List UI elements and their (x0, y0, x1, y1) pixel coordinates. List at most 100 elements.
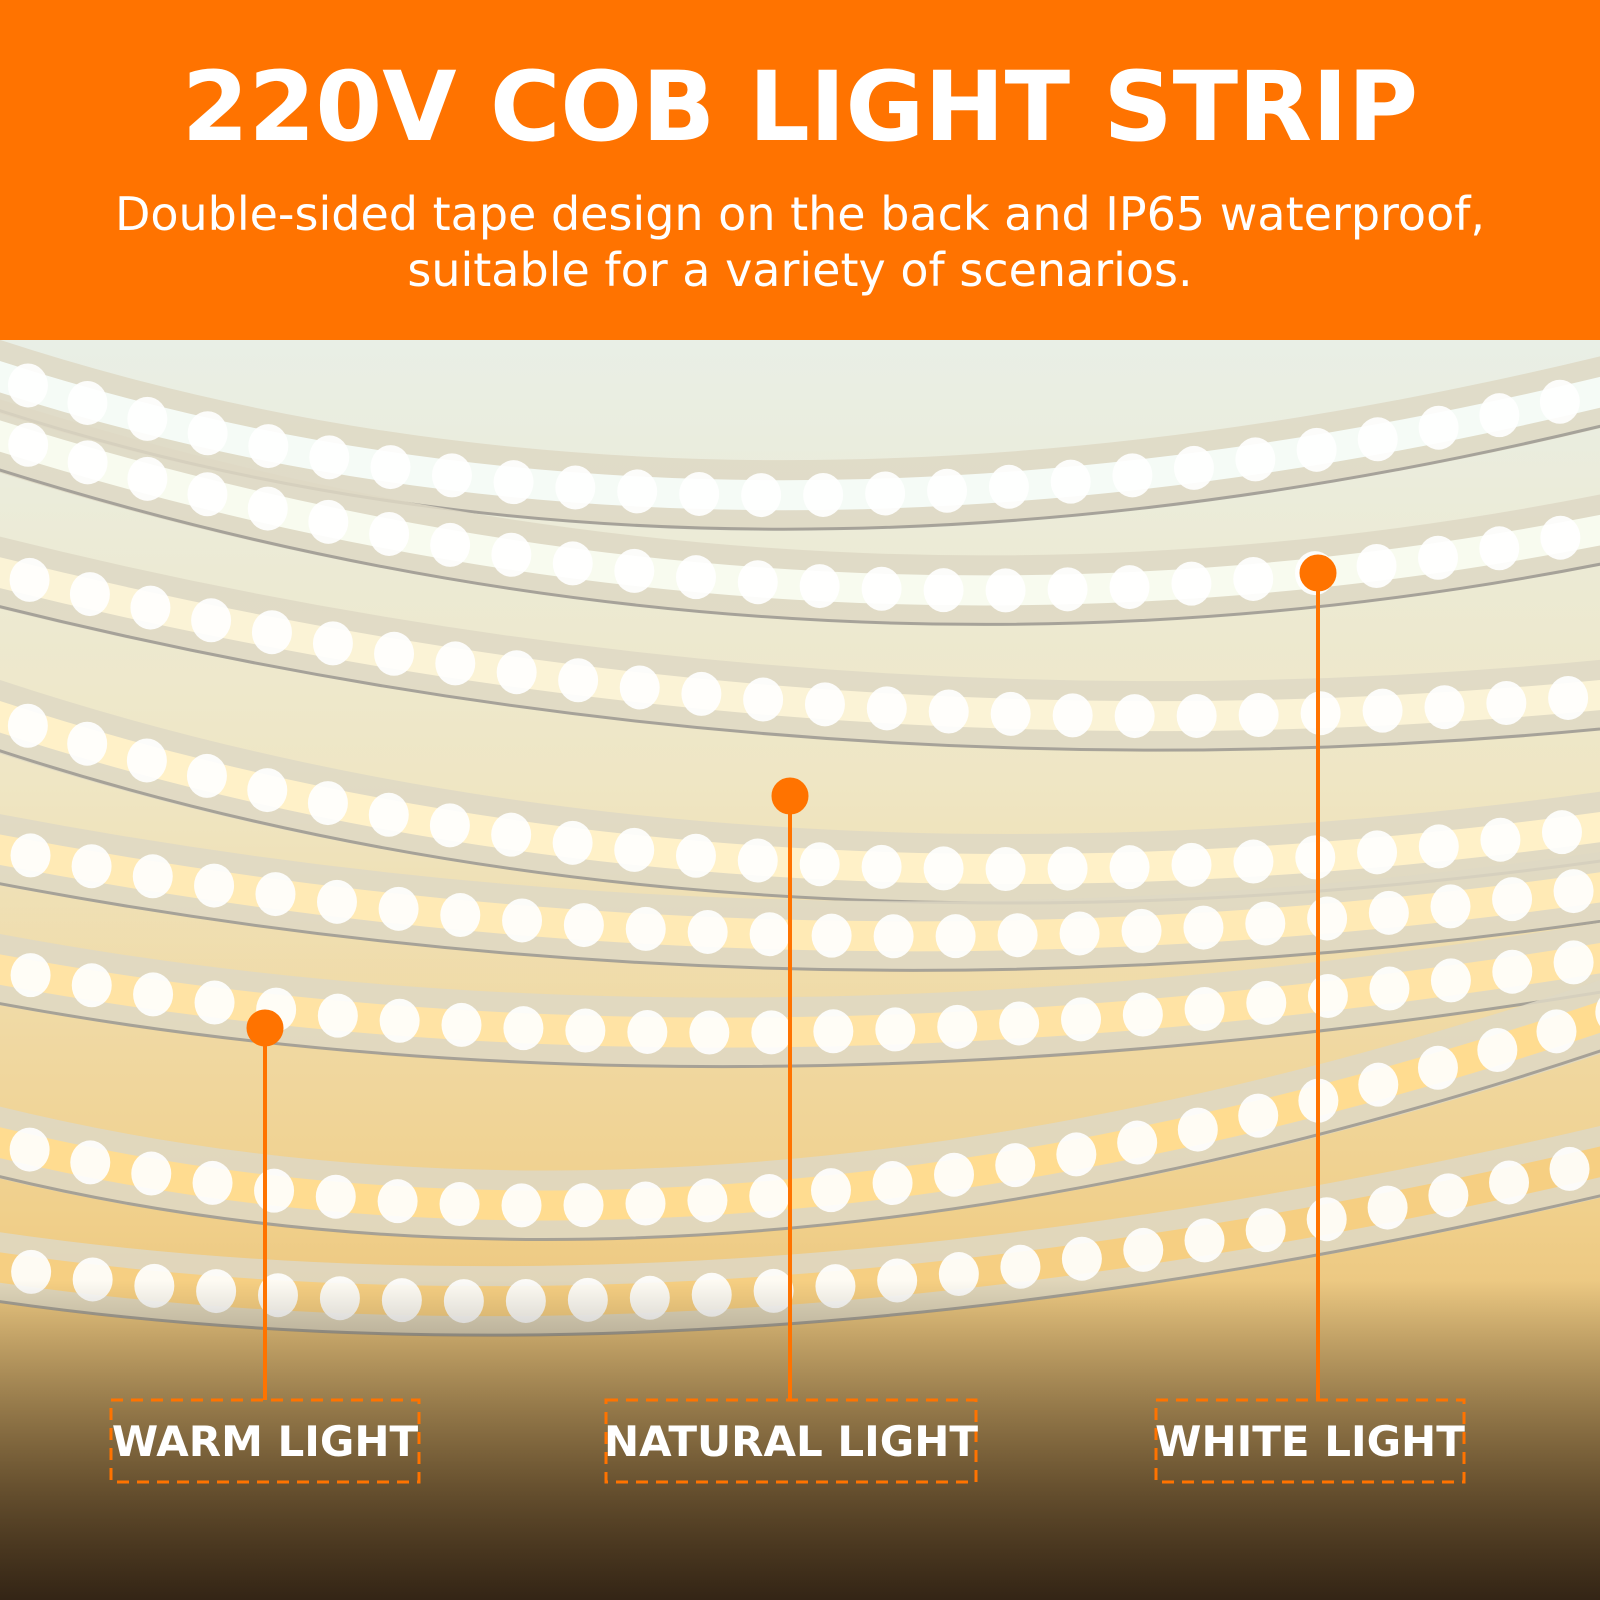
led (1424, 685, 1465, 730)
led (132, 854, 173, 899)
led (555, 465, 596, 510)
led (247, 768, 288, 813)
led (1595, 997, 1600, 1027)
led (1492, 949, 1533, 994)
led (1430, 884, 1471, 929)
led (552, 820, 593, 865)
led (675, 555, 716, 600)
led (625, 1181, 666, 1226)
header-band (0, 0, 1600, 340)
led (1059, 911, 1100, 956)
led (813, 1009, 854, 1054)
label: WHITE LIGHT (1155, 1417, 1465, 1466)
led (1109, 845, 1150, 890)
callouts (109, 554, 1466, 1484)
label-box (1154, 1398, 1466, 1484)
led (1050, 459, 1091, 504)
led (1246, 980, 1287, 1025)
led (491, 532, 532, 577)
led (737, 838, 778, 883)
led (370, 445, 411, 490)
led (861, 566, 902, 611)
label-box (109, 1398, 421, 1484)
led (1052, 693, 1093, 738)
callout-dot (246, 1009, 284, 1047)
led (308, 499, 349, 544)
led (1362, 688, 1403, 733)
led (186, 753, 227, 798)
label-box (604, 1398, 978, 1484)
led (1000, 1244, 1041, 1289)
led (681, 671, 722, 716)
led (861, 844, 902, 889)
led (1123, 1227, 1164, 1272)
led (872, 1161, 913, 1206)
led (811, 913, 852, 958)
led (1548, 675, 1589, 720)
led (999, 1001, 1040, 1046)
subtitle: suitable for a variety of scenarios. (407, 243, 1192, 297)
led (1477, 1028, 1518, 1073)
led (1479, 393, 1520, 438)
led (1117, 1120, 1158, 1165)
led (71, 963, 112, 1008)
led (1235, 437, 1276, 482)
led (251, 610, 292, 655)
led (429, 803, 470, 848)
led (627, 1009, 668, 1054)
led (928, 689, 969, 734)
strip-edge (0, 1049, 1600, 1241)
led (435, 641, 476, 686)
led (191, 598, 232, 643)
led (126, 738, 167, 783)
led (1176, 693, 1217, 738)
led (1486, 680, 1527, 725)
led (440, 893, 481, 938)
led (67, 440, 108, 485)
led (378, 886, 419, 931)
strip-edge (0, 990, 1600, 1069)
led (1121, 908, 1162, 953)
led (1177, 1107, 1218, 1152)
led (810, 1168, 851, 1213)
led (1173, 445, 1214, 490)
led (866, 686, 907, 731)
led (1356, 544, 1397, 589)
led (1539, 379, 1580, 424)
led (312, 621, 353, 666)
led (1047, 846, 1088, 891)
led (1061, 1236, 1102, 1281)
led (192, 1160, 233, 1205)
led (1357, 830, 1398, 875)
led (1418, 824, 1459, 869)
led (1245, 1208, 1286, 1253)
led (803, 472, 844, 517)
led (70, 1140, 111, 1185)
led (491, 812, 532, 857)
led (934, 1152, 975, 1197)
led (990, 691, 1031, 736)
callout-dot (771, 777, 809, 815)
light-strips (0, 339, 1600, 1337)
led (1233, 556, 1274, 601)
led (687, 1178, 728, 1223)
led (439, 1182, 480, 1227)
led (689, 1010, 730, 1055)
led (988, 464, 1029, 509)
led (10, 953, 51, 998)
led (315, 1174, 356, 1219)
led (563, 1183, 604, 1228)
led (1245, 901, 1286, 946)
led (737, 560, 778, 605)
led (187, 472, 228, 517)
led (187, 411, 228, 456)
led (248, 424, 289, 469)
led (194, 980, 235, 1025)
led (1109, 565, 1150, 610)
led (614, 827, 655, 872)
led (1307, 974, 1348, 1019)
led (923, 846, 964, 891)
led (131, 1151, 172, 1196)
led (799, 842, 840, 887)
